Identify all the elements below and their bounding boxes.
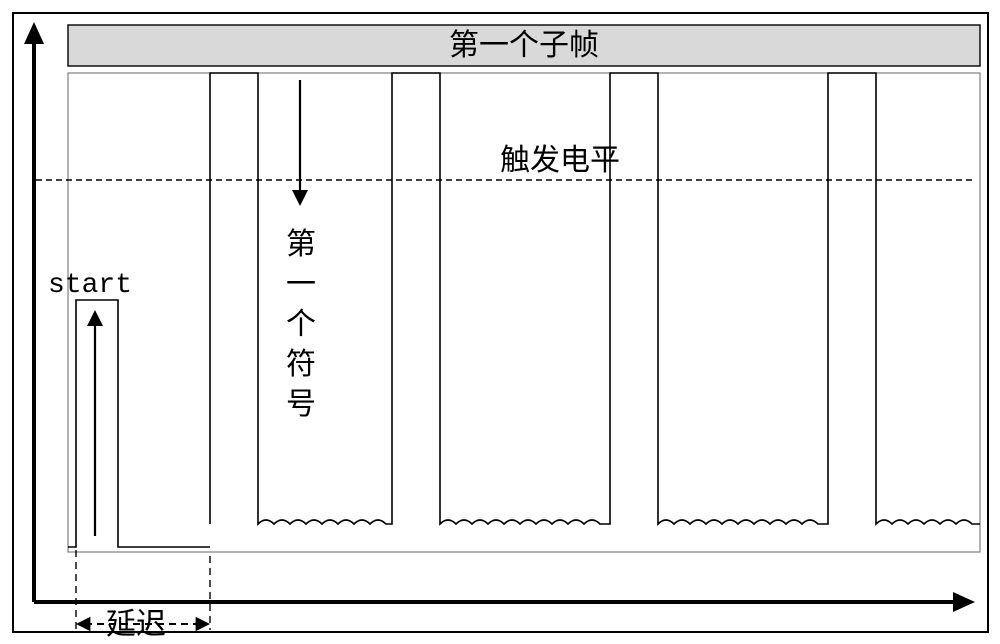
svg-text:第: 第 [286,228,316,261]
svg-text:个: 个 [286,308,316,341]
delay-label: 延迟 [106,608,166,641]
svg-text:号: 号 [286,388,316,421]
trigger-level-label: 触发电平 [500,144,620,177]
svg-text:一: 一 [286,268,316,301]
svg-text:符: 符 [286,348,316,381]
subframe-header-label: 第一个子帧 [449,29,599,62]
first-symbol-label: 第一个符号 [286,228,316,421]
start-label: start [48,270,132,301]
